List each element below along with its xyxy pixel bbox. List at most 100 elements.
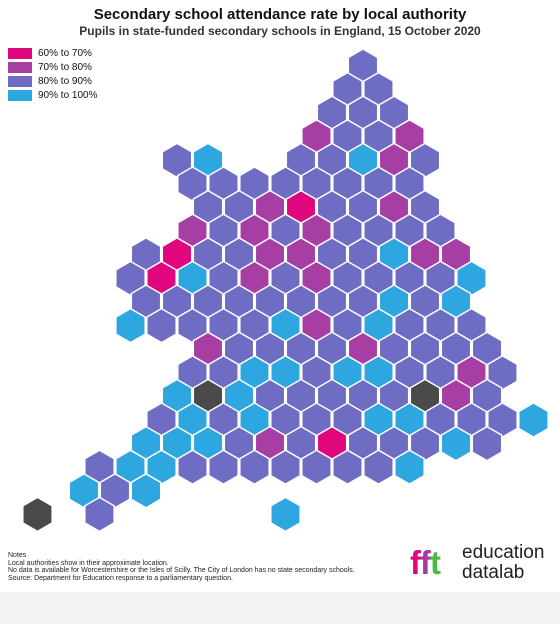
hex-tile-80-90 (316, 189, 348, 226)
hex-tile-80-90 (347, 284, 379, 320)
hex-tile-70-80 (440, 378, 472, 415)
hex-tile-80-90 (223, 331, 255, 368)
legend-label-60-70: 60% to 70% (38, 48, 92, 59)
hex-tile-80-90 (409, 189, 441, 226)
hex-tile-80-90 (192, 236, 224, 273)
hex-tile-70-80 (301, 307, 332, 344)
hex-tile-nodata (409, 378, 441, 415)
hex-tile-60-70 (161, 236, 193, 273)
hex-tile-90-100 (363, 354, 394, 391)
hex-tile-80-90 (363, 71, 394, 108)
hex-tile-80-90 (177, 307, 208, 344)
hex-tile-70-80 (301, 260, 332, 297)
hex-tile-80-90 (316, 236, 348, 273)
hex-tile-80-90 (177, 449, 208, 486)
logo-text: education datalab (462, 543, 544, 583)
hex-tile-80-90 (316, 331, 348, 368)
hex-tile-80-90 (425, 307, 456, 344)
hex-tile-80-90 (394, 213, 425, 250)
hex-tile-80-90 (409, 331, 441, 368)
hex-tile-80-90 (146, 402, 177, 438)
legend-swatch-60-70 (8, 48, 32, 59)
hex-tile-80-90 (316, 378, 348, 415)
hex-tile-80-90 (239, 307, 270, 344)
hex-tile-80-90 (270, 213, 301, 250)
hex-tile-80-90 (316, 142, 348, 179)
hex-tile-90-100 (161, 378, 193, 415)
hex-tile-80-90 (378, 425, 410, 462)
hex-tile-90-100 (394, 449, 425, 486)
hex-tile-70-80 (192, 331, 224, 368)
ffteducationdatalab-logo: fft education datalab (410, 542, 560, 586)
hex-tile-nodata (22, 496, 53, 533)
hex-tile-80-90 (363, 260, 394, 297)
hex-tile-70-80 (177, 213, 208, 250)
hex-tile-80-90 (456, 307, 487, 344)
hex-tile-80-90 (347, 378, 379, 415)
hex-tile-80-90 (285, 331, 317, 368)
hex-tile-80-90 (440, 331, 472, 368)
hex-tile-70-80 (254, 189, 286, 226)
hex-tile-70-80 (239, 260, 270, 297)
hex-tile-80-90 (270, 449, 301, 486)
hex-tile-80-90 (471, 331, 503, 368)
hex-tile-90-100 (456, 260, 487, 297)
hex-tile-70-80 (378, 142, 410, 179)
hex-tile-90-100 (378, 284, 410, 320)
hex-tile-80-90 (223, 284, 255, 320)
hex-tile-70-80 (394, 118, 425, 155)
hex-tile-70-80 (301, 118, 332, 155)
hex-tile-80-90 (347, 236, 379, 273)
hex-tile-80-90 (161, 284, 193, 320)
hex-tile-80-90 (332, 307, 363, 344)
hex-tile-80-90 (208, 307, 239, 344)
hex-tile-80-90 (99, 472, 131, 509)
legend-label-80-90: 80% to 90% (38, 76, 92, 87)
hex-tile-90-100 (270, 307, 301, 344)
hex-tile-80-90 (425, 260, 456, 297)
hex-tile-90-100 (192, 425, 224, 462)
hex-tile-60-70 (146, 260, 177, 297)
legend-swatch-70-80 (8, 62, 32, 73)
hex-tile-80-90 (192, 189, 224, 226)
hex-tile-90-100 (177, 402, 208, 438)
hex-tile-80-90 (161, 142, 193, 179)
legend-item-70-80: 70% to 80% (8, 61, 98, 74)
hex-tile-80-90 (425, 402, 456, 438)
hex-tile-90-100 (192, 142, 224, 179)
notes-line: No data is available for Worcestershire … (8, 567, 355, 574)
legend-item-60-70: 60% to 70% (8, 47, 98, 60)
hex-tile-80-90 (177, 166, 208, 202)
hex-tile-80-90 (347, 425, 379, 462)
hex-tile-80-90 (409, 142, 441, 179)
hex-tile-80-90 (115, 260, 146, 297)
hex-tile-90-100 (363, 307, 394, 344)
hex-tile-80-90 (254, 378, 286, 415)
hex-tile-80-90 (394, 307, 425, 344)
hex-tile-80-90 (316, 95, 348, 132)
hex-tile-80-90 (332, 166, 363, 202)
hex-tile-80-90 (208, 213, 239, 250)
hex-tile-80-90 (84, 496, 115, 533)
hex-tile-90-100 (347, 142, 379, 179)
hex-tile-90-100 (440, 284, 472, 320)
hex-tile-80-90 (270, 402, 301, 438)
hex-tile-70-80 (254, 236, 286, 273)
hex-tile-90-100 (270, 496, 301, 533)
hex-tile-80-90 (332, 260, 363, 297)
hex-tile-90-100 (130, 425, 162, 462)
hex-tile-80-90 (239, 166, 270, 202)
hex-tile-80-90 (394, 166, 425, 202)
hex-tile-80-90 (347, 48, 379, 84)
hex-tile-80-90 (223, 425, 255, 462)
hex-tile-80-90 (301, 449, 332, 486)
hex-tile-80-90 (285, 378, 317, 415)
hex-tile-90-100 (378, 236, 410, 273)
hex-tile-80-90 (363, 449, 394, 486)
hex-tile-70-80 (301, 213, 332, 250)
legend-label-90-100: 90% to 100% (38, 90, 98, 101)
chart-title: Secondary school attendance rate by loca… (93, 6, 467, 23)
hex-tile-80-90 (332, 118, 363, 155)
hex-tile-80-90 (130, 284, 162, 320)
hex-tile-80-90 (409, 284, 441, 320)
